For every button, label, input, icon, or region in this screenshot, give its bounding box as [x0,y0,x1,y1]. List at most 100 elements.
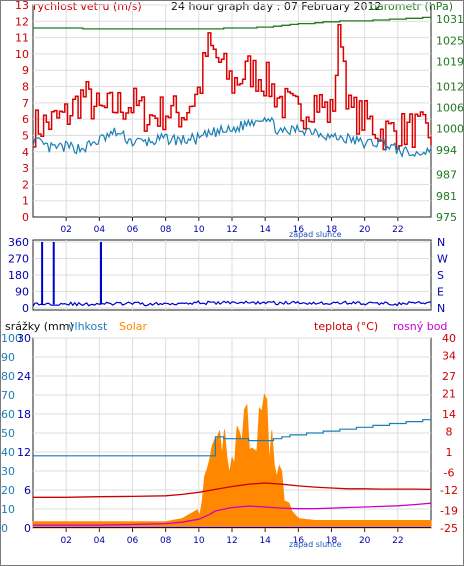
wind-x-tick-label: 10 [193,225,205,235]
temperature-x-tick-label: 08 [160,536,172,546]
direction-y-tick-label: 180 [8,269,29,282]
pressure-y-tick-label: 975 [436,211,457,224]
wind-pressure-chart: rychlost vetru (m/s) 24 hour graph day :… [15,0,464,239]
wind-y-tick-label: 2 [22,178,29,191]
temperature-y-tick-label: -6 [444,466,455,479]
temperature-y-tick-label: -12 [440,484,458,497]
wind-x-tick-label: 22 [392,225,403,235]
direction-y-tick-label: 90 [15,286,29,299]
wind-y-tick-label: 5 [22,129,29,142]
wind-x-tick-label: 06 [127,225,139,235]
rain-y-tick-label: 18 [17,408,31,421]
wind-x-tick-label: 14 [259,225,271,235]
temperature-y-tick-label: 21 [442,388,456,401]
temperature-x-tick-label: 20 [359,536,371,546]
pressure-y-tick-label: 1031 [436,13,464,26]
humidity-line [33,419,431,457]
pressure-y-tick-label: 1012 [436,80,464,93]
temperature-x-tick-label: 14 [259,536,271,546]
wind-average-line [32,116,432,159]
direction-series [32,242,432,307]
temperature-x-tick-label: 10 [193,536,205,546]
temperature-x-tick-label: 16 [293,536,305,546]
humidity-y-tick-label: 60 [1,408,15,421]
wind-axis-title: rychlost vetru (m/s) [33,0,142,13]
temperature-y-tick-label: 40 [442,332,456,345]
wind-y-tick-label: 8 [22,81,29,94]
direction-y-tick-label: 270 [8,253,29,266]
sunset-label-lower: západ slunce [289,540,342,549]
humidity-y-tick-labels: 0 10 20 30 40 50 60 70 80 90 100 [1,332,22,535]
pressure-y-tick-labels: 975 981 987 994 1000 1006 1012 1019 1025 1031 [436,13,464,224]
pressure-y-tick-label: 981 [436,190,457,203]
wind-x-tick-label: 16 [293,225,305,235]
pressure-y-tick-label: 1006 [436,101,464,114]
wind-x-tick-label: 20 [359,225,371,235]
temperature-y-tick-label: 34 [442,350,456,363]
rain-y-tick-label: 30 [17,332,31,345]
wind-y-tick-label: 11 [15,32,29,45]
pressure-y-tick-label: 1025 [436,34,464,47]
humidity-y-tick-label: 40 [1,446,15,459]
humidity-y-tick-label: 0 [1,522,8,535]
direction-grid [33,240,431,310]
direction-y-tick-label: 0 [22,302,29,315]
pressure-y-tick-label: 987 [436,169,457,182]
temperature-y-tick-label: 14 [442,408,456,421]
wind-gust-line [33,24,432,151]
wind-x-tick-label: 12 [226,225,237,235]
direction-y-tick-labels: 0 90 180 270 360 [8,236,29,315]
temperature-y-tick-label: 1 [446,446,453,459]
temperature-x-tick-label: 12 [226,536,237,546]
sunset-label: západ slunce [289,230,342,239]
compass-label: S [437,269,444,282]
wind-x-tick-label: 08 [160,225,172,235]
pressure-y-tick-label: 1000 [436,123,464,136]
dewpoint-line [33,502,432,526]
temperature-x-tick-label: 06 [127,536,139,546]
wind-y-tick-label: 12 [15,15,29,28]
chart-title: 24 hour graph day : 07 February 2012 [171,0,382,13]
temperature-line [33,482,432,498]
temperature-x-tick-label: 18 [326,536,338,546]
rain-y-tick-label: 6 [24,484,31,497]
wind-y-tick-label: 4 [22,146,29,159]
wind-direction-line [32,300,432,307]
wind-y-tick-label: 10 [15,48,29,61]
wind-y-tick-label: 7 [22,97,29,110]
legend-solar: Solar [119,320,148,333]
humidity-y-tick-label: 90 [1,351,15,364]
rain-y-tick-labels: 0 6 12 18 24 30 [17,332,31,535]
solar-area [32,393,432,529]
wind-x-tick-label: 04 [94,225,106,235]
temperature-x-tick-label: 22 [392,536,403,546]
wind-series [32,16,432,159]
rain-y-tick-label: 12 [17,446,31,459]
humidity-y-tick-label: 50 [1,427,15,440]
wind-y-tick-label: 9 [22,64,29,77]
humidity-y-tick-label: 30 [1,465,15,478]
temperature-y-tick-label: 27 [442,370,456,383]
wind-x-tick-label: 02 [60,225,71,235]
humidity-y-tick-label: 80 [1,370,15,383]
legend-temperature: teplota (°C) [314,320,378,333]
temperature-y-tick-label: -25 [440,522,458,535]
legend-humidity: vlhkost [68,320,108,333]
pressure-line [33,16,431,30]
compass-label: N [437,302,445,315]
legend-rain: srážky (mm) [5,320,74,333]
wind-x-tick-label: 18 [326,225,338,235]
temperature-x-tick-label: 02 [60,536,71,546]
temperature-y-tick-labels: -25 -19 -12 -6 1 8 14 21 27 34 40 [440,332,458,535]
wind-y-tick-label: 3 [22,162,29,175]
direction-y-tick-label: 360 [8,236,29,249]
temperature-y-tick-label: 8 [446,426,453,439]
legend-dewpoint: rosný bod [393,320,447,333]
humidity-y-tick-label: 10 [1,503,15,516]
temperature-y-tick-label: -19 [440,504,458,517]
pressure-axis-title: barometr (hPa) [370,0,453,13]
